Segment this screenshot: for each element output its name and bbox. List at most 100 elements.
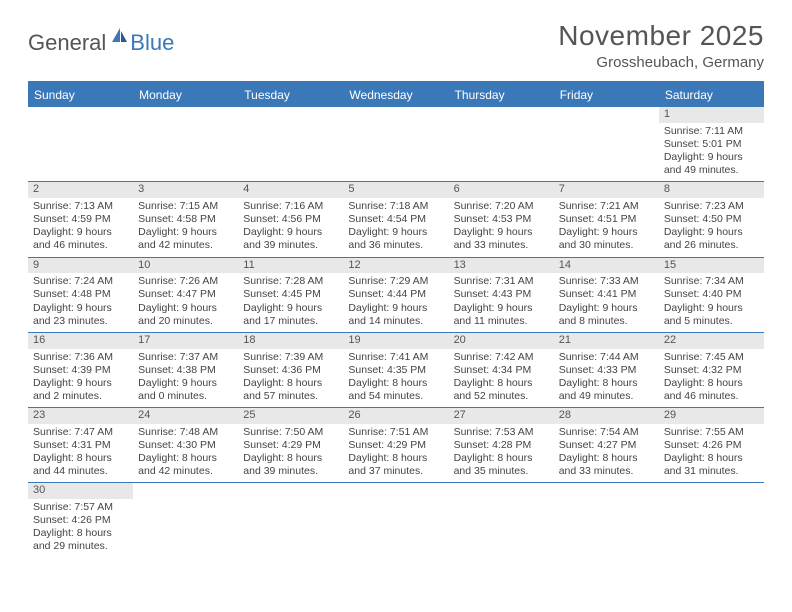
daylight-line2: and 33 minutes. <box>559 465 654 478</box>
daylight-line2: and 49 minutes. <box>559 390 654 403</box>
day-details: Sunrise: 7:50 AMSunset: 4:29 PMDaylight:… <box>238 424 343 483</box>
daylight-line1: Daylight: 8 hours <box>348 377 443 390</box>
daylight-line1: Daylight: 9 hours <box>138 302 233 315</box>
daylight-line2: and 42 minutes. <box>138 465 233 478</box>
day-cell: 29Sunrise: 7:55 AMSunset: 4:26 PMDayligh… <box>659 408 764 482</box>
empty-cell <box>554 107 659 181</box>
day-details: Sunrise: 7:34 AMSunset: 4:40 PMDaylight:… <box>659 273 764 332</box>
daylight-line1: Daylight: 8 hours <box>33 527 128 540</box>
day-header: Thursday <box>449 83 554 107</box>
day-details: Sunrise: 7:37 AMSunset: 4:38 PMDaylight:… <box>133 349 238 408</box>
day-details: Sunrise: 7:11 AMSunset: 5:01 PMDaylight:… <box>659 123 764 182</box>
daylight-line1: Daylight: 9 hours <box>348 226 443 239</box>
day-details: Sunrise: 7:15 AMSunset: 4:58 PMDaylight:… <box>133 198 238 257</box>
day-details: Sunrise: 7:18 AMSunset: 4:54 PMDaylight:… <box>343 198 448 257</box>
sunrise-text: Sunrise: 7:37 AM <box>138 351 233 364</box>
day-details: Sunrise: 7:41 AMSunset: 4:35 PMDaylight:… <box>343 349 448 408</box>
day-details: Sunrise: 7:28 AMSunset: 4:45 PMDaylight:… <box>238 273 343 332</box>
daylight-line2: and 26 minutes. <box>664 239 759 252</box>
sunset-text: Sunset: 4:45 PM <box>243 288 338 301</box>
daylight-line1: Daylight: 9 hours <box>138 226 233 239</box>
day-number: 24 <box>133 408 238 424</box>
day-cell: 1Sunrise: 7:11 AMSunset: 5:01 PMDaylight… <box>659 107 764 181</box>
day-details: Sunrise: 7:45 AMSunset: 4:32 PMDaylight:… <box>659 349 764 408</box>
day-cell: 3Sunrise: 7:15 AMSunset: 4:58 PMDaylight… <box>133 182 238 256</box>
daylight-line1: Daylight: 8 hours <box>454 377 549 390</box>
daylight-line1: Daylight: 9 hours <box>559 302 654 315</box>
day-details: Sunrise: 7:53 AMSunset: 4:28 PMDaylight:… <box>449 424 554 483</box>
daylight-line1: Daylight: 8 hours <box>559 377 654 390</box>
logo-text-general: General <box>28 30 106 56</box>
day-cell: 15Sunrise: 7:34 AMSunset: 4:40 PMDayligh… <box>659 258 764 332</box>
sunrise-text: Sunrise: 7:45 AM <box>664 351 759 364</box>
sunset-text: Sunset: 4:33 PM <box>559 364 654 377</box>
daylight-line2: and 29 minutes. <box>33 540 128 553</box>
sunset-text: Sunset: 4:28 PM <box>454 439 549 452</box>
sunrise-text: Sunrise: 7:24 AM <box>33 275 128 288</box>
day-number: 17 <box>133 333 238 349</box>
day-number: 20 <box>449 333 554 349</box>
day-cell: 27Sunrise: 7:53 AMSunset: 4:28 PMDayligh… <box>449 408 554 482</box>
sunrise-text: Sunrise: 7:34 AM <box>664 275 759 288</box>
sunrise-text: Sunrise: 7:57 AM <box>33 501 128 514</box>
daylight-line1: Daylight: 8 hours <box>559 452 654 465</box>
day-cell: 2Sunrise: 7:13 AMSunset: 4:59 PMDaylight… <box>28 182 133 256</box>
day-cell: 6Sunrise: 7:20 AMSunset: 4:53 PMDaylight… <box>449 182 554 256</box>
day-number: 22 <box>659 333 764 349</box>
day-header: Sunday <box>28 83 133 107</box>
daylight-line1: Daylight: 9 hours <box>33 302 128 315</box>
day-details: Sunrise: 7:26 AMSunset: 4:47 PMDaylight:… <box>133 273 238 332</box>
sunset-text: Sunset: 4:44 PM <box>348 288 443 301</box>
daylight-line1: Daylight: 9 hours <box>33 377 128 390</box>
day-details: Sunrise: 7:13 AMSunset: 4:59 PMDaylight:… <box>28 198 133 257</box>
empty-cell <box>449 107 554 181</box>
day-cell: 20Sunrise: 7:42 AMSunset: 4:34 PMDayligh… <box>449 333 554 407</box>
day-number: 13 <box>449 258 554 274</box>
empty-cell <box>238 107 343 181</box>
sunset-text: Sunset: 4:40 PM <box>664 288 759 301</box>
daylight-line1: Daylight: 8 hours <box>664 377 759 390</box>
day-number: 15 <box>659 258 764 274</box>
day-header: Friday <box>554 83 659 107</box>
sunrise-text: Sunrise: 7:29 AM <box>348 275 443 288</box>
day-cell: 17Sunrise: 7:37 AMSunset: 4:38 PMDayligh… <box>133 333 238 407</box>
sunrise-text: Sunrise: 7:15 AM <box>138 200 233 213</box>
day-number: 2 <box>28 182 133 198</box>
daylight-line2: and 14 minutes. <box>348 315 443 328</box>
day-details: Sunrise: 7:55 AMSunset: 4:26 PMDaylight:… <box>659 424 764 483</box>
day-number: 27 <box>449 408 554 424</box>
day-cell: 11Sunrise: 7:28 AMSunset: 4:45 PMDayligh… <box>238 258 343 332</box>
sunrise-text: Sunrise: 7:21 AM <box>559 200 654 213</box>
day-details: Sunrise: 7:31 AMSunset: 4:43 PMDaylight:… <box>449 273 554 332</box>
day-details: Sunrise: 7:42 AMSunset: 4:34 PMDaylight:… <box>449 349 554 408</box>
sunset-text: Sunset: 4:59 PM <box>33 213 128 226</box>
sunset-text: Sunset: 4:43 PM <box>454 288 549 301</box>
daylight-line1: Daylight: 9 hours <box>664 151 759 164</box>
day-cell: 16Sunrise: 7:36 AMSunset: 4:39 PMDayligh… <box>28 333 133 407</box>
week-row: 9Sunrise: 7:24 AMSunset: 4:48 PMDaylight… <box>28 258 764 333</box>
daylight-line2: and 0 minutes. <box>138 390 233 403</box>
day-number: 1 <box>659 107 764 123</box>
day-number: 30 <box>28 483 133 499</box>
sunrise-text: Sunrise: 7:11 AM <box>664 125 759 138</box>
sunset-text: Sunset: 4:29 PM <box>243 439 338 452</box>
day-details: Sunrise: 7:44 AMSunset: 4:33 PMDaylight:… <box>554 349 659 408</box>
sunset-text: Sunset: 4:50 PM <box>664 213 759 226</box>
month-title: November 2025 <box>558 20 764 52</box>
daylight-line1: Daylight: 9 hours <box>33 226 128 239</box>
sunrise-text: Sunrise: 7:18 AM <box>348 200 443 213</box>
sail-icon <box>110 26 130 49</box>
sunrise-text: Sunrise: 7:50 AM <box>243 426 338 439</box>
sunset-text: Sunset: 4:56 PM <box>243 213 338 226</box>
day-details: Sunrise: 7:48 AMSunset: 4:30 PMDaylight:… <box>133 424 238 483</box>
sunset-text: Sunset: 4:34 PM <box>454 364 549 377</box>
day-number: 5 <box>343 182 448 198</box>
sunrise-text: Sunrise: 7:26 AM <box>138 275 233 288</box>
sunrise-text: Sunrise: 7:54 AM <box>559 426 654 439</box>
sunrise-text: Sunrise: 7:42 AM <box>454 351 549 364</box>
day-details: Sunrise: 7:57 AMSunset: 4:26 PMDaylight:… <box>28 499 133 558</box>
sunset-text: Sunset: 4:47 PM <box>138 288 233 301</box>
daylight-line1: Daylight: 8 hours <box>243 377 338 390</box>
sunset-text: Sunset: 4:26 PM <box>33 514 128 527</box>
day-number: 21 <box>554 333 659 349</box>
